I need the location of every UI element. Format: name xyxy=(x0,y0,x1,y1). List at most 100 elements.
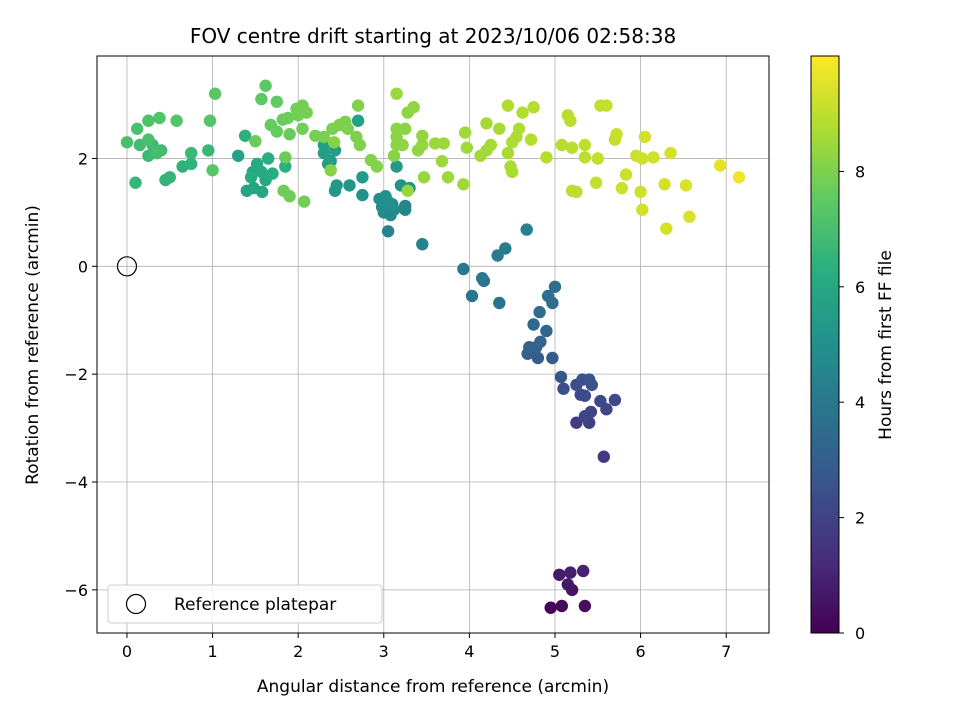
data-point xyxy=(262,152,275,165)
data-point xyxy=(317,130,331,144)
x-tick-label: 5 xyxy=(550,642,560,661)
colorbar-label: Hours from first FF file xyxy=(876,250,896,440)
data-point xyxy=(636,152,649,165)
x-tick-label: 2 xyxy=(293,642,303,661)
data-point xyxy=(256,185,269,199)
data-point xyxy=(564,566,577,579)
legend: Reference platepar xyxy=(107,584,383,624)
data-point xyxy=(480,117,493,130)
y-tick-label: 2 xyxy=(78,149,88,168)
data-point xyxy=(638,130,652,144)
data-point xyxy=(493,122,506,135)
data-point xyxy=(428,137,442,150)
data-point xyxy=(416,238,429,251)
data-point xyxy=(527,318,540,331)
data-point xyxy=(555,599,568,613)
data-point xyxy=(270,125,283,138)
data-point xyxy=(564,114,577,127)
data-point xyxy=(416,138,429,152)
data-point xyxy=(660,222,673,235)
data-point xyxy=(399,199,412,213)
data-point xyxy=(283,128,296,141)
data-point xyxy=(465,289,479,303)
data-point xyxy=(120,136,134,149)
data-point xyxy=(679,179,693,192)
data-point xyxy=(553,568,566,581)
data-point xyxy=(381,225,395,238)
data-point xyxy=(416,129,429,142)
data-point xyxy=(379,190,392,203)
data-point xyxy=(544,601,557,614)
data-point xyxy=(399,122,412,135)
data-point xyxy=(249,135,262,148)
data-point xyxy=(386,198,399,211)
data-point xyxy=(533,305,546,319)
data-point xyxy=(232,149,245,162)
y-tick-label: −2 xyxy=(64,365,88,384)
y-tick-label: 0 xyxy=(78,257,88,276)
data-point xyxy=(484,138,497,152)
colorbar-tick-label: 8 xyxy=(855,162,865,181)
data-point xyxy=(565,141,579,154)
data-point xyxy=(270,95,283,109)
data-point xyxy=(356,188,369,202)
data-point xyxy=(330,179,343,192)
data-point xyxy=(341,122,354,135)
colorbar-tick-label: 4 xyxy=(855,393,865,412)
data-point xyxy=(493,296,506,310)
data-point xyxy=(441,171,455,184)
legend-reference-marker xyxy=(125,593,147,615)
data-point xyxy=(324,164,337,177)
data-point xyxy=(387,149,401,162)
data-point xyxy=(327,136,341,149)
data-point xyxy=(619,168,633,181)
data-point xyxy=(608,393,622,407)
y-tick-label: −4 xyxy=(64,473,88,492)
chart-title: FOV centre drift starting at 2023/10/06 … xyxy=(190,24,676,48)
data-point xyxy=(259,79,272,92)
data-point xyxy=(370,160,384,173)
data-point xyxy=(163,171,176,184)
data-point xyxy=(501,146,515,160)
data-point xyxy=(512,122,526,135)
data-point xyxy=(153,111,166,125)
data-point xyxy=(541,289,555,303)
data-point xyxy=(131,122,144,135)
data-point xyxy=(150,146,164,160)
data-point xyxy=(597,450,610,463)
data-point xyxy=(506,165,519,179)
x-tick-label: 7 xyxy=(721,642,731,661)
data-point xyxy=(458,126,472,139)
data-point xyxy=(435,155,449,168)
data-point xyxy=(437,137,450,150)
data-point xyxy=(283,190,296,203)
data-point xyxy=(527,101,540,114)
data-points xyxy=(120,79,746,614)
data-point xyxy=(208,87,222,100)
data-point xyxy=(266,167,279,180)
data-point xyxy=(185,157,198,171)
x-tick-label: 6 xyxy=(635,642,645,661)
data-point xyxy=(574,388,587,401)
data-point xyxy=(356,171,369,184)
plot-frame xyxy=(96,55,770,634)
data-point xyxy=(279,160,292,173)
data-point xyxy=(351,99,365,112)
data-point xyxy=(250,157,264,171)
data-point xyxy=(300,106,313,119)
colorbar-ticks: 0 2 4 6 8 xyxy=(839,162,865,643)
data-point xyxy=(577,564,590,578)
data-point xyxy=(390,160,403,173)
data-point xyxy=(636,203,649,216)
data-point xyxy=(634,185,647,199)
data-point xyxy=(524,133,538,146)
x-tick-label: 0 xyxy=(122,642,132,661)
data-point xyxy=(570,185,583,199)
y-axis-ticks: −6 −4 −2 0 2 xyxy=(64,149,97,600)
data-point xyxy=(499,242,512,255)
data-point xyxy=(523,341,536,354)
x-axis-ticks: 0 1 2 3 4 5 6 7 xyxy=(122,633,731,661)
data-point xyxy=(583,373,596,386)
x-axis-label: Angular distance from reference (arcmin) xyxy=(257,677,609,697)
